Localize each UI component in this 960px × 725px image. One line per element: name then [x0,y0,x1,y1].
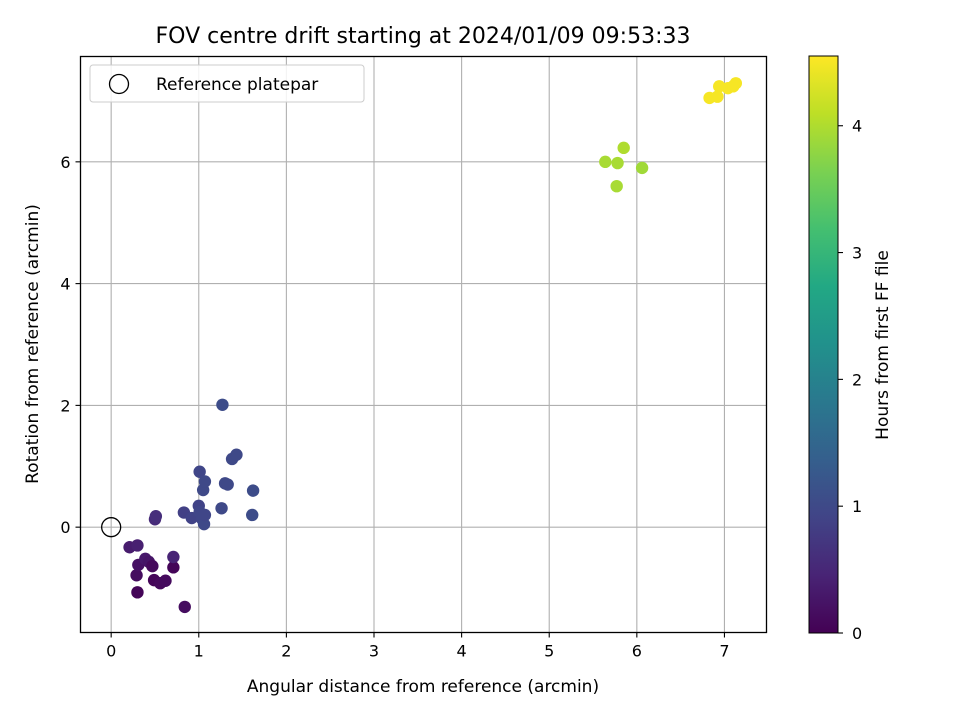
data-point [610,179,623,193]
y-tick-label: 2 [60,396,70,415]
reference-platepar-point [101,517,122,538]
x-tick-label: 1 [194,642,204,661]
plot-frame [79,55,768,634]
data-point [167,561,180,574]
data-point [216,398,229,411]
data-point [599,155,612,169]
colorbar-tick-label: 1 [852,497,862,516]
reference-marker [101,517,122,538]
data-points [123,77,743,614]
y-axis-label: Rotation from reference (arcmin) [23,204,43,484]
y-tick-label: 6 [60,153,70,172]
y-tick-label: 4 [60,275,70,294]
legend-box [89,64,365,103]
colorbar-tick-label: 3 [852,244,862,263]
legend-marker-open-circle [108,73,130,95]
legend-label-reference: Reference platepar [156,75,318,95]
data-point [167,550,180,564]
data-point [230,448,243,461]
data-point [198,508,212,522]
data-point [198,475,212,488]
chart-title: FOV centre drift starting at 2024/01/09 … [156,24,691,49]
colorbar-label: Hours from first FF file [873,250,893,440]
x-tick-label: 6 [632,642,642,661]
colorbar [808,55,839,634]
colorbar-tick-label: 0 [852,624,862,643]
data-point [611,156,624,170]
grid-lines [80,56,767,633]
data-point [159,574,172,587]
colorbar-ticks: 0 1 2 3 4 [838,117,862,643]
data-point [711,90,724,103]
colorbar-tick-label: 2 [852,370,862,389]
x-tick-label: 7 [719,642,729,661]
data-point [131,539,144,552]
data-point [617,141,630,155]
data-point [635,161,649,175]
x-tick-label: 3 [369,642,379,661]
data-point [246,508,259,522]
data-point [215,502,228,515]
data-point [221,478,234,491]
x-axis-ticks: 0 1 2 3 4 5 6 7 [106,632,730,661]
data-point [131,586,144,599]
data-point [197,517,211,531]
x-tick-label: 4 [457,642,467,661]
y-tick-label: 0 [60,518,70,537]
colorbar-tick-label: 4 [852,117,862,136]
x-tick-label: 5 [544,642,554,661]
data-point [146,559,159,573]
data-point [193,465,206,478]
data-point [246,484,260,497]
x-axis-label: Angular distance from reference (arcmin) [247,677,599,697]
y-axis-ticks: 0 2 4 6 [60,153,81,537]
legend: Reference platepar [89,64,365,103]
data-point [729,77,743,90]
data-point [130,569,143,582]
data-point [149,510,163,523]
x-tick-label: 0 [106,642,116,661]
data-point [178,600,191,614]
x-tick-label: 2 [281,642,291,661]
